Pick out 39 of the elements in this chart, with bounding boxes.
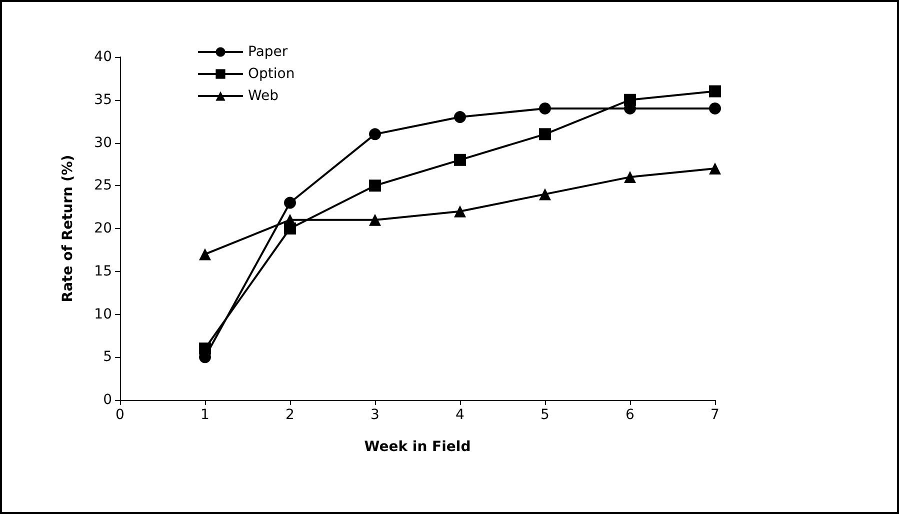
legend-label: Paper <box>248 44 288 60</box>
x-tick-label: 2 <box>286 407 294 423</box>
point <box>369 128 381 140</box>
point <box>709 162 721 174</box>
point <box>539 102 551 114</box>
point <box>454 111 466 124</box>
y-tick-label: 40 <box>94 49 112 65</box>
x-tick-label: 7 <box>710 407 720 423</box>
point <box>199 342 211 355</box>
x-tick-label: 5 <box>540 407 550 423</box>
x-tick-label: 1 <box>200 407 210 423</box>
point <box>709 102 721 114</box>
y-tick-label: 5 <box>103 349 112 366</box>
point <box>539 188 551 200</box>
point <box>454 205 466 218</box>
x-tick-label: 4 <box>456 407 465 423</box>
x-tick-label: 6 <box>626 407 635 423</box>
legend-label: Option <box>248 66 295 82</box>
y-axis-title: Rate of Return (%) <box>60 154 76 302</box>
point <box>284 196 296 209</box>
x-tick-label: 0 <box>116 407 124 423</box>
y-tick-label: 35 <box>94 92 112 108</box>
y-tick-label: 20 <box>94 220 112 236</box>
x-axis-title: Week in Field <box>364 439 471 455</box>
legend-label: Web <box>248 88 279 104</box>
y-tick-label: 10 <box>94 306 112 322</box>
y-tick-label: 0 <box>103 392 112 408</box>
point <box>199 248 211 260</box>
y-tick-label: 25 <box>94 178 112 194</box>
point <box>539 128 551 140</box>
point <box>369 180 381 192</box>
y-tick-label: 15 <box>94 263 112 280</box>
point <box>624 171 636 184</box>
point <box>624 94 636 106</box>
x-tick-label: 3 <box>370 407 380 423</box>
point <box>709 85 721 98</box>
point <box>454 154 466 166</box>
point <box>369 214 381 226</box>
y-tick-label: 30 <box>94 134 112 151</box>
